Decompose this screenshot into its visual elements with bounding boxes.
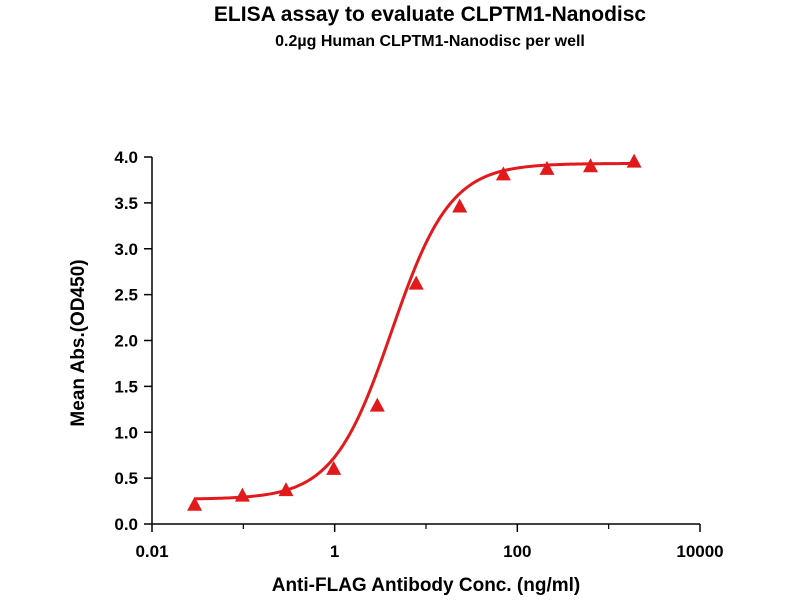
y-tick-label: 0.5 <box>114 469 138 488</box>
data-point-marker <box>369 397 385 412</box>
data-point-marker <box>408 275 424 290</box>
y-axis-title: Mean Abs.(OD450) <box>68 259 89 426</box>
data-point-marker <box>539 160 555 175</box>
y-tick-label: 1.0 <box>114 423 138 442</box>
y-tick-label: 4.0 <box>114 148 138 167</box>
y-tick-label: 3.5 <box>114 194 138 213</box>
data-point-marker <box>583 158 598 173</box>
x-tick-label: 0.01 <box>135 542 168 561</box>
y-tick-label: 1.5 <box>114 377 138 396</box>
fit-curve <box>194 162 635 501</box>
y-tick-label: 2.5 <box>114 286 138 305</box>
y-tick-label: 0.0 <box>114 515 138 534</box>
x-tick-label: 1 <box>330 542 339 561</box>
axes: 0.0 0.5 1.0 1.5 2.0 2.5 3.0 3.5 4.0 0.01 1 100 10000 <box>114 148 723 561</box>
data-point-marker <box>187 496 203 511</box>
y-tick-label: 3.0 <box>114 240 138 259</box>
data-point-marker <box>452 198 468 213</box>
data-point-marker <box>278 482 294 497</box>
data-point-marker <box>626 153 642 168</box>
chart-title: ELISA assay to evaluate CLPTM1-Nanodisc <box>213 3 647 26</box>
x-tick-label: 100 <box>503 542 531 561</box>
y-tick-label: 2.0 <box>114 332 138 351</box>
chart-subtitle: 0.2µg Human CLPTM1-Nanodisc per well <box>275 33 585 50</box>
x-axis-title: Anti-FLAG Antibody Conc. (ng/ml) <box>272 575 581 596</box>
x-tick-label: 10000 <box>676 542 723 561</box>
data-point-marker <box>495 166 511 181</box>
data-point-marker <box>326 460 342 475</box>
fit-curve-layer <box>194 162 635 501</box>
data-markers <box>187 153 642 511</box>
data-point-marker <box>234 487 250 502</box>
